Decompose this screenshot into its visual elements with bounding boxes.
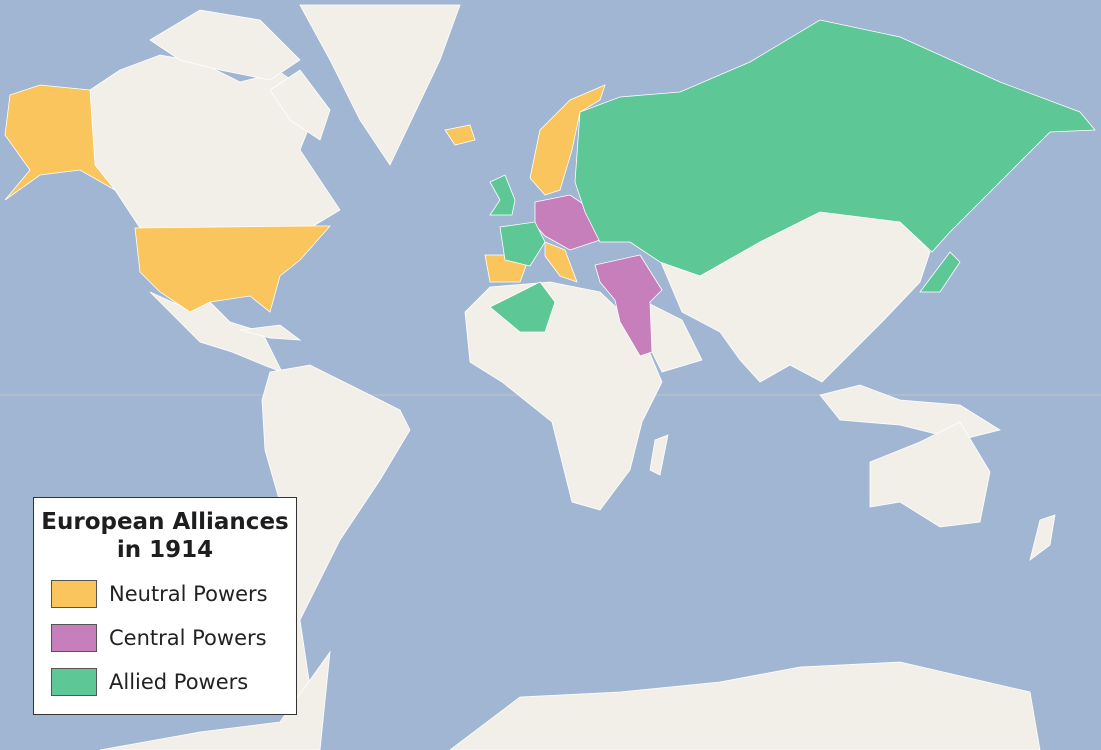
alaska xyxy=(4,84,116,201)
united-states xyxy=(134,225,331,313)
arctic-islands xyxy=(149,9,301,81)
land-masses xyxy=(89,4,1056,750)
caribbean xyxy=(239,324,302,341)
legend-label: Allied Powers xyxy=(109,670,249,694)
france xyxy=(499,221,546,267)
united-kingdom xyxy=(489,174,516,216)
new-zealand xyxy=(1029,514,1056,561)
southeast-asia-islands xyxy=(819,384,1002,441)
antarctica-peninsula xyxy=(99,650,331,750)
central-swatch xyxy=(51,624,97,652)
legend-item-allied: Allied Powers xyxy=(51,668,248,696)
legend: European Alliances in 1914 Neutral Powers… xyxy=(33,497,297,715)
africa xyxy=(464,281,663,511)
allied-powers xyxy=(489,19,1096,333)
iceland xyxy=(444,124,476,146)
south-america xyxy=(261,364,411,701)
legend-title: European Alliances in 1914 xyxy=(41,509,289,563)
neutral-swatch xyxy=(51,580,97,608)
japan xyxy=(919,251,961,293)
greenland xyxy=(299,4,461,166)
antarctica-east xyxy=(449,661,1041,750)
australia xyxy=(869,421,991,528)
madagascar xyxy=(649,434,669,476)
legend-label: Central Powers xyxy=(109,626,267,650)
ottoman-empire xyxy=(594,254,663,357)
legend-label: Neutral Powers xyxy=(109,582,268,606)
legend-item-central: Central Powers xyxy=(51,624,267,652)
algeria xyxy=(489,281,556,333)
neutral-powers xyxy=(4,84,606,313)
russia xyxy=(574,19,1096,277)
scandinavia xyxy=(529,84,606,196)
allied-swatch xyxy=(51,668,97,696)
italy xyxy=(544,241,578,283)
baffin-island xyxy=(269,69,331,141)
legend-item-neutral: Neutral Powers xyxy=(51,580,268,608)
